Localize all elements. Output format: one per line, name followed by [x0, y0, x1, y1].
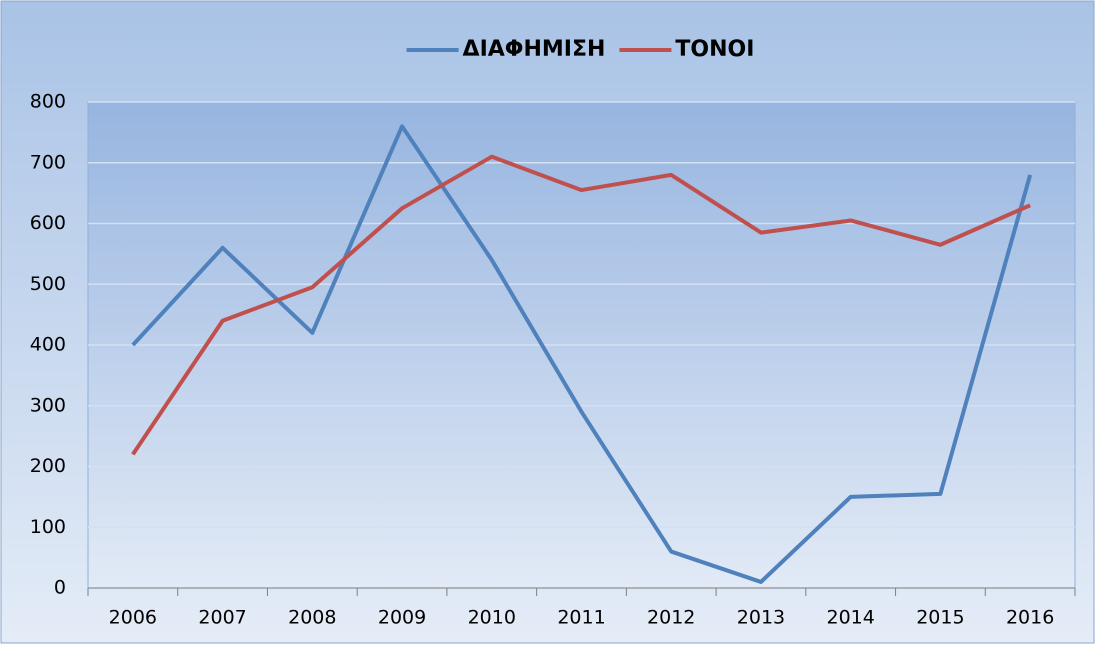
series-line: [131, 154, 1031, 456]
x-tick-label: 2011: [557, 607, 605, 629]
y-tick-label: 700: [30, 151, 66, 173]
x-tick-label: 2006: [109, 607, 157, 629]
y-tick-label: 0: [54, 577, 66, 599]
x-tick-label: 2013: [737, 607, 785, 629]
legend-label: ΤΟΝΟΙ: [675, 37, 754, 62]
legend: ΔΙΑΦΗΜΙΣΗ ΤΟΝΟΙ: [406, 37, 754, 62]
legend-label: ΔΙΑΦΗΜΙΣΗ: [463, 37, 606, 62]
x-tick-label: 2007: [198, 607, 246, 629]
x-tick-label: 2010: [468, 607, 516, 629]
x-tick-label: 2009: [378, 607, 426, 629]
x-tick-label: 2012: [647, 607, 695, 629]
y-tick-label: 300: [30, 394, 66, 416]
y-tick-label: 600: [30, 212, 66, 234]
x-tick-label: 2016: [1006, 607, 1054, 629]
x-tick-label: 2014: [827, 607, 875, 629]
series-line: [131, 124, 1033, 584]
y-tick-label: 400: [30, 334, 66, 356]
y-tick-label: 500: [30, 273, 66, 295]
y-tick-label: 200: [30, 455, 66, 477]
y-tick-label: 100: [30, 516, 66, 538]
y-tick-label: 800: [30, 91, 66, 113]
x-tick-label: 2008: [288, 607, 336, 629]
x-tick-label: 2015: [916, 607, 964, 629]
